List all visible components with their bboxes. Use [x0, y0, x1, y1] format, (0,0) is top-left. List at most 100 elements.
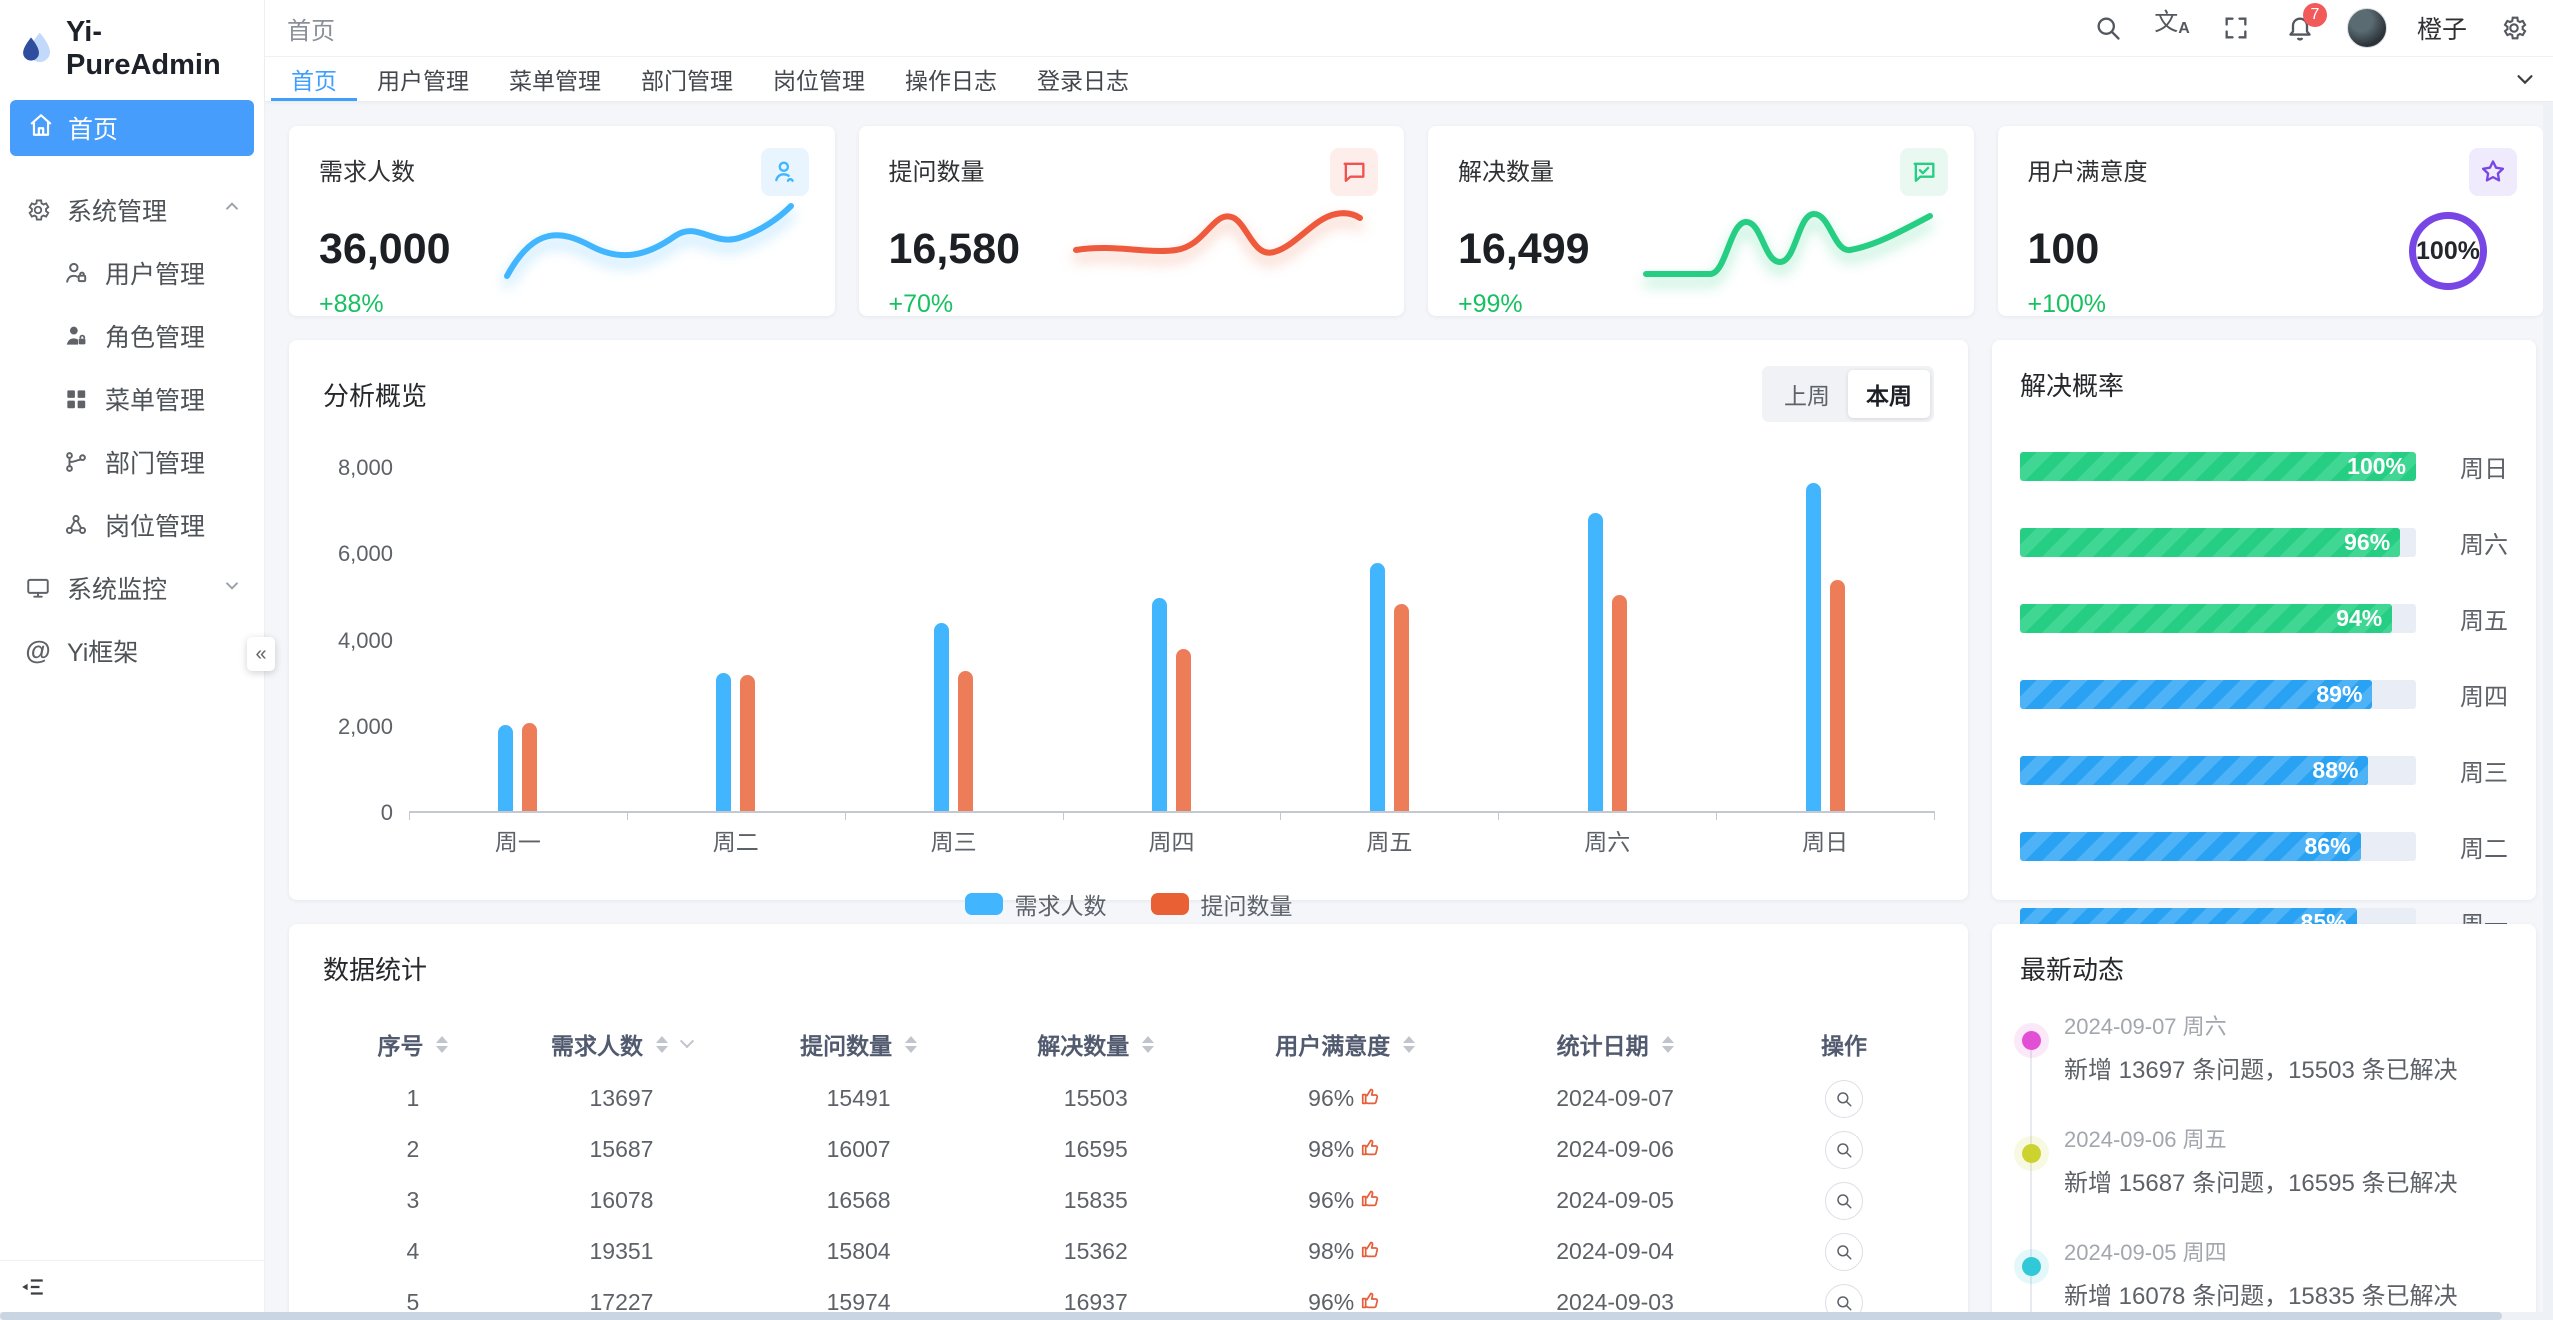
timeline-text: 新增 15687 条问题，16595 条已解决 — [2064, 1170, 2458, 1197]
username[interactable]: 橙子 — [2416, 16, 2467, 44]
column-header-序号[interactable]: 序号 — [323, 1027, 503, 1061]
sidebar-item-用户管理[interactable]: 用户管理 — [0, 241, 264, 304]
chevron-down-icon[interactable] — [679, 1034, 695, 1049]
bar-question[interactable] — [958, 671, 974, 811]
sidebar-item-部门管理[interactable]: 部门管理 — [0, 430, 264, 493]
horizontal-scrollbar[interactable] — [0, 1312, 2553, 1320]
cell-index: 4 — [406, 1238, 420, 1264]
sidebar-item-home[interactable]: 首页 — [10, 100, 254, 156]
sidebar-item-label: 岗位管理 — [105, 512, 206, 541]
toggle-this-week[interactable]: 本周 — [1848, 370, 1930, 418]
vertical-scrollbar[interactable] — [2543, 102, 2553, 1312]
column-header-统计日期[interactable]: 统计日期 — [1476, 1027, 1754, 1061]
bar-question[interactable] — [1611, 595, 1627, 811]
tab-首页[interactable]: 首页 — [271, 57, 357, 101]
bar-demand[interactable] — [1587, 513, 1603, 811]
progress-value: 96% — [2344, 529, 2391, 555]
timeline-dot — [2022, 1257, 2041, 1276]
axis-tick — [626, 811, 628, 820]
data-table: 序号 需求人数 提问数量 解决数量 用户满意度 统计日期 操作 1 13697 15491 155… — [323, 1015, 1934, 1320]
tab-操作日志[interactable]: 操作日志 — [905, 68, 997, 94]
sort-carets-icon[interactable] — [1661, 1035, 1674, 1053]
sidebar-item-Yi框架[interactable]: @ Yi框架 — [0, 619, 264, 682]
timeline-item: 2024-09-05 周四 新增 16078 条问题，15835 条已解决 — [2022, 1235, 2508, 1311]
column-label: 统计日期 — [1556, 1033, 1649, 1059]
legend-question[interactable]: 提问数量 — [1150, 887, 1293, 921]
stat-card-satisfaction: 用户满意度 100 +100% 100% — [1997, 126, 2543, 318]
cell-satisfaction: 96% — [1214, 1187, 1476, 1215]
sort-carets-icon[interactable] — [655, 1035, 668, 1053]
axis-tick — [1498, 811, 1500, 820]
sidebar-item-菜单管理[interactable]: 菜单管理 — [0, 367, 264, 430]
tab-部门管理[interactable]: 部门管理 — [641, 68, 733, 94]
bar-demand[interactable] — [934, 623, 950, 811]
table-row: 5 17227 15974 16937 96% 2024-09-03 — [323, 1277, 1934, 1320]
view-button[interactable] — [1825, 1079, 1864, 1118]
toggle-last-week[interactable]: 上周 — [1784, 383, 1830, 409]
bell-icon[interactable]: 7 — [2283, 3, 2327, 45]
progress-value: 100% — [2347, 453, 2406, 479]
bar-demand[interactable] — [1369, 563, 1385, 811]
bar-demand[interactable] — [498, 725, 514, 811]
column-header-用户满意度[interactable]: 用户满意度 — [1214, 1027, 1476, 1061]
x-tick-label: 周二 — [712, 829, 759, 855]
sort-carets-icon[interactable] — [905, 1035, 918, 1053]
bar-question[interactable] — [522, 723, 538, 811]
sort-carets-icon[interactable] — [1403, 1035, 1416, 1053]
tab-菜单管理[interactable]: 菜单管理 — [509, 68, 601, 94]
menu-fold-icon — [22, 1278, 43, 1295]
translate-a: A — [2178, 20, 2190, 37]
fullscreen-icon[interactable] — [2219, 11, 2253, 45]
bar-demand[interactable] — [1152, 598, 1167, 811]
bar-question[interactable] — [1176, 649, 1191, 811]
column-header-需求人数[interactable]: 需求人数 — [503, 1027, 740, 1061]
view-button[interactable] — [1825, 1181, 1864, 1220]
sort-carets-icon[interactable] — [436, 1035, 449, 1053]
sidebar-group-系统管理[interactable]: 系统管理 — [0, 178, 264, 241]
breadcrumb[interactable]: 首页 — [287, 17, 335, 45]
grid-icon — [62, 385, 90, 413]
progress-value: 94% — [2336, 605, 2383, 631]
cell-date: 2024-09-04 — [1556, 1238, 1674, 1264]
cell-demand: 17227 — [589, 1289, 654, 1315]
sidebar-group-系统监控[interactable]: 系统监控 — [0, 556, 264, 619]
logo-drop-icon — [16, 28, 54, 71]
tab-用户管理[interactable]: 用户管理 — [377, 68, 469, 94]
thumbs-up-icon — [1360, 1136, 1382, 1164]
column-header-解决数量[interactable]: 解决数量 — [977, 1027, 1214, 1061]
sidebar-collapse-button[interactable]: « — [247, 637, 275, 671]
scrollbar-thumb[interactable] — [0, 1312, 2502, 1320]
thumbs-up-icon — [1360, 1187, 1382, 1215]
legend-swatch-demand — [964, 893, 1003, 915]
sidebar-item-label: 部门管理 — [105, 449, 206, 478]
view-button[interactable] — [1825, 1130, 1864, 1169]
column-header-提问数量[interactable]: 提问数量 — [740, 1027, 977, 1061]
sidebar-item-角色管理[interactable]: 角色管理 — [0, 304, 264, 367]
bar-question[interactable] — [1829, 580, 1845, 811]
tab-menu-chevron-icon[interactable] — [2497, 57, 2553, 101]
chat-check-icon — [1899, 148, 1948, 196]
sidebar-item-岗位管理[interactable]: 岗位管理 — [0, 493, 264, 556]
bar-demand[interactable] — [716, 673, 732, 811]
sort-carets-icon[interactable] — [1142, 1035, 1155, 1053]
stat-title: 解决数量 — [1458, 159, 1554, 186]
bar-demand[interactable] — [1805, 483, 1821, 811]
axis-tick — [1280, 811, 1282, 820]
search-icon[interactable] — [2091, 11, 2125, 45]
sidebar-fold-bar[interactable] — [0, 1260, 264, 1312]
bar-group-周二 — [627, 468, 845, 811]
legend-demand[interactable]: 需求人数 — [964, 887, 1107, 921]
view-button[interactable] — [1825, 1232, 1864, 1271]
tab-bar: 首页 用户管理 菜单管理 部门管理 岗位管理 操作日志 登录日志 — [265, 57, 2553, 102]
tab-登录日志[interactable]: 登录日志 — [1037, 68, 1129, 94]
gear-icon[interactable] — [2497, 11, 2531, 45]
avatar[interactable] — [2346, 8, 2387, 48]
logo[interactable]: Yi-PureAdmin — [0, 0, 264, 92]
table-row: 1 13697 15491 15503 96% 2024-09-07 — [323, 1073, 1934, 1124]
bar-question[interactable] — [1393, 604, 1409, 811]
column-header-操作: 操作 — [1754, 1027, 1934, 1061]
bar-question[interactable] — [740, 675, 756, 811]
tab-岗位管理[interactable]: 岗位管理 — [773, 68, 865, 94]
